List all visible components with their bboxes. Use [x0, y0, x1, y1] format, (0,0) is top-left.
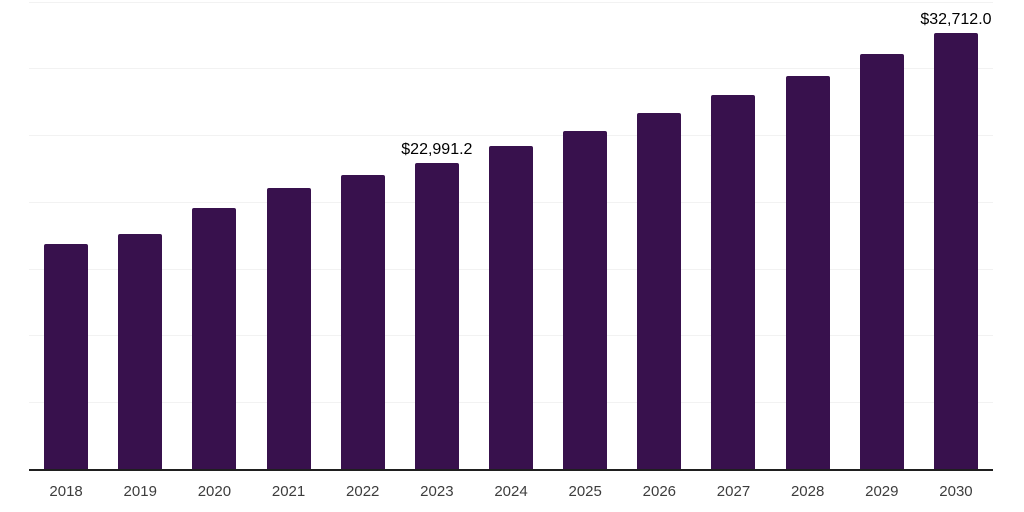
band-2021 [251, 0, 325, 470]
x-tick-2030: 2030 [939, 483, 973, 500]
plot-area: $22,991.2 $32,712.0 [29, 0, 993, 471]
gridline-25000 [29, 135, 993, 137]
band-2020 [177, 0, 251, 470]
bar-2030[interactable] [933, 33, 978, 470]
bar-2027[interactable] [711, 94, 756, 470]
bar-2024[interactable] [489, 146, 534, 470]
bar-2029[interactable] [859, 54, 904, 470]
bar-2022[interactable] [340, 174, 385, 470]
x-tick-2022: 2022 [346, 483, 380, 500]
bar-2019[interactable] [118, 234, 163, 470]
x-tick-2027: 2027 [716, 483, 751, 500]
bar-2023[interactable] [414, 163, 459, 470]
band-2027 [696, 0, 770, 470]
band-2018 [29, 0, 103, 470]
band-2030: $32,712.0 [919, 0, 993, 470]
band-2023: $22,991.2 [400, 0, 474, 470]
bar-2021[interactable] [266, 188, 311, 470]
band-2019 [103, 0, 177, 470]
band-2022 [326, 0, 400, 470]
band-2029 [845, 0, 919, 470]
band-2028 [771, 0, 845, 470]
x-tick-2018: 2018 [49, 483, 83, 500]
band-2024 [474, 0, 548, 470]
gridline-35000 [29, 1, 993, 3]
x-tick-2026: 2026 [642, 483, 677, 500]
bar-series: $22,991.2 $32,712.0 [29, 0, 993, 470]
x-tick-2028: 2028 [790, 483, 825, 500]
bar-2028[interactable] [785, 76, 830, 470]
bar-2025[interactable] [563, 130, 608, 470]
bar-2018[interactable] [44, 243, 89, 470]
value-label-2030: $32,712.0 [920, 11, 992, 29]
x-tick-2024: 2024 [494, 483, 528, 500]
x-tick-2023: 2023 [420, 483, 454, 500]
x-axis-labels: 2018 2019 2020 2021 2022 2023 2024 2025 2026 2027… [29, 484, 993, 500]
value-label-2023: $22,991.2 [401, 141, 473, 159]
x-tick-2025: 2025 [568, 483, 602, 500]
bar-2026[interactable] [637, 112, 682, 470]
bar-2020[interactable] [192, 208, 237, 470]
x-tick-2020: 2020 [197, 483, 232, 500]
band-2026 [622, 0, 696, 470]
x-tick-2021: 2021 [271, 483, 306, 500]
x-tick-2029: 2029 [865, 483, 899, 500]
x-tick-2019: 2019 [123, 483, 157, 500]
x-axis-line [29, 469, 993, 471]
band-2025 [548, 0, 622, 470]
gridline-30000 [29, 68, 993, 70]
